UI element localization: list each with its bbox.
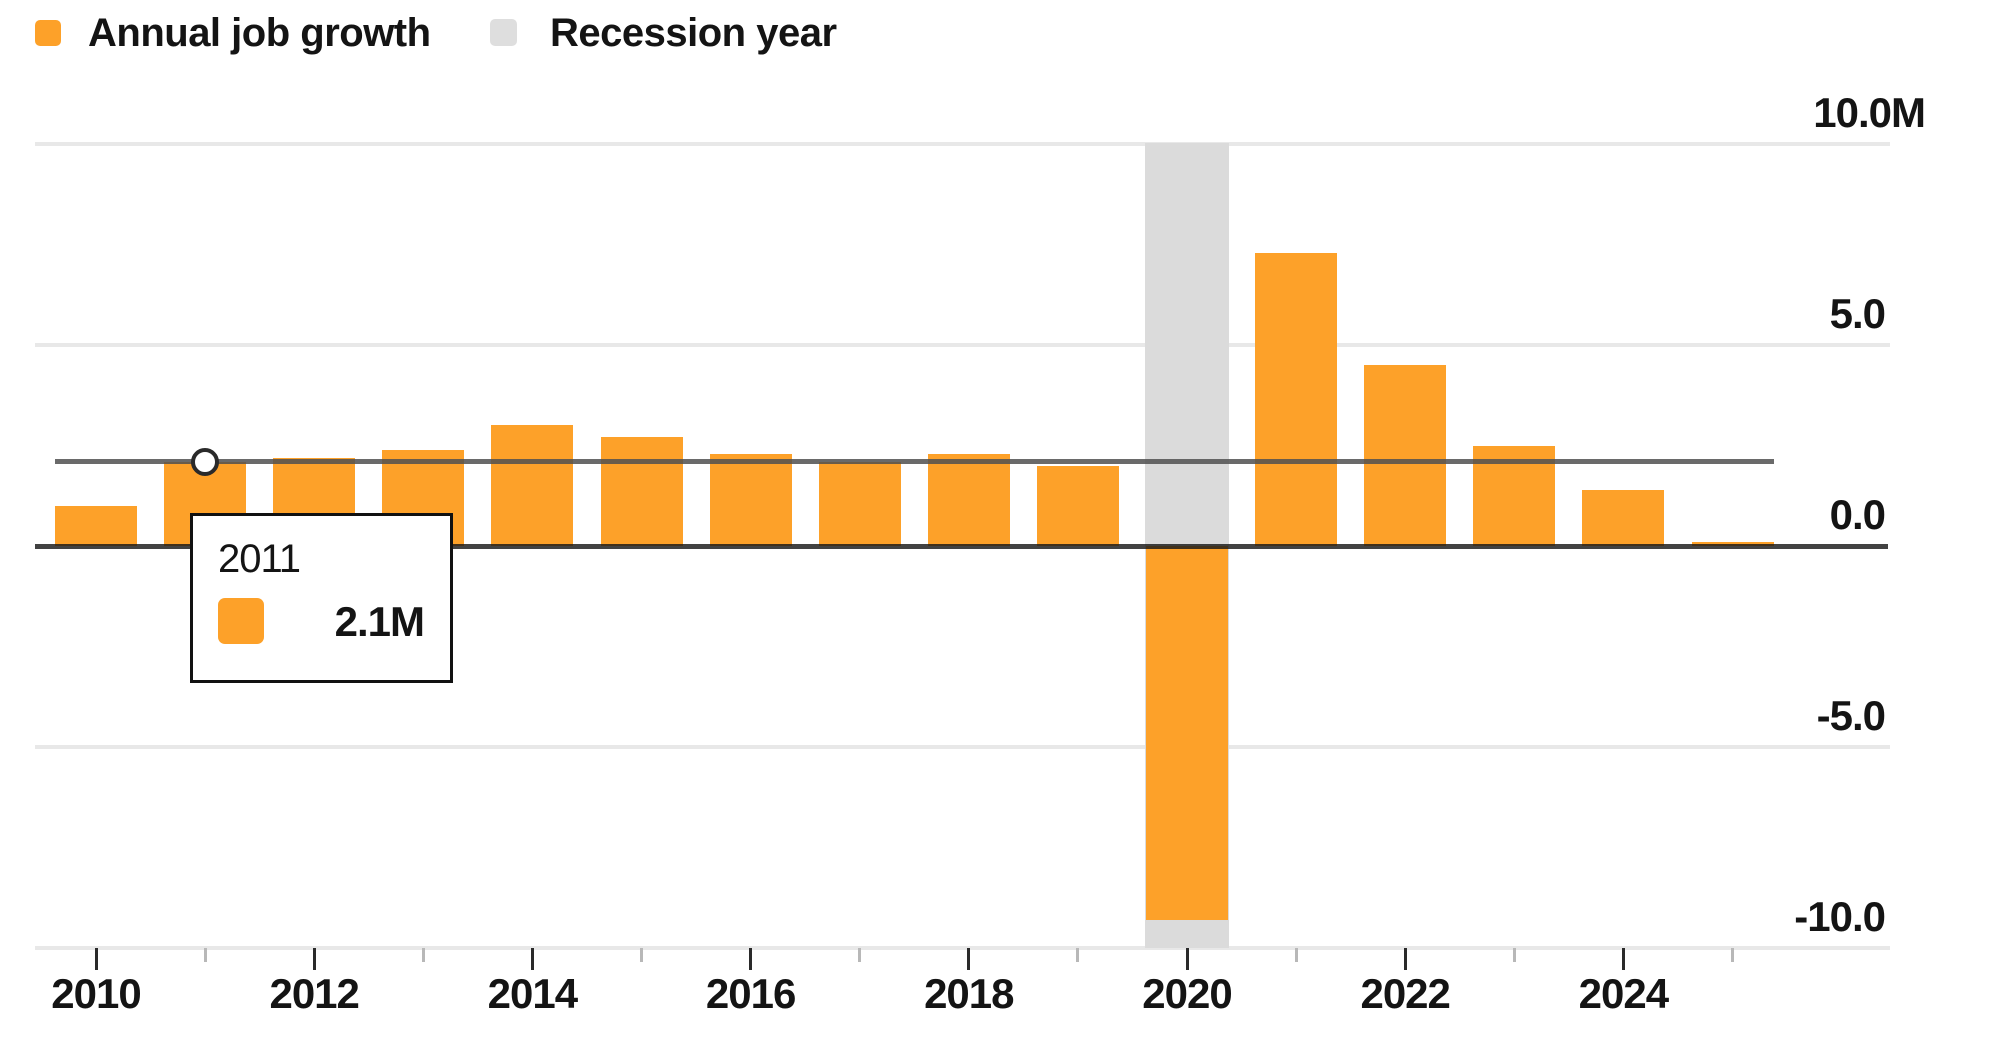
x-tick-2018 [967,948,971,970]
bar-2015[interactable] [600,437,683,546]
x-minor-tick-2023 [1512,948,1516,962]
x-tick-2014 [530,948,534,970]
hover-tooltip: 2011 2.1M [190,513,453,683]
hover-value-line [55,459,1774,465]
zero-axis-line [35,544,1888,549]
x-tick-2010 [94,948,98,970]
y-axis-label-10.0M: 10.0M [1813,89,1926,136]
bar-2017[interactable] [818,461,901,546]
y-axis-label--10.0: -10.0 [1794,893,1886,940]
tooltip-series-row: 2.1M [218,598,425,646]
x-tick-2016 [749,948,753,970]
legend-swatch-annual-job-growth [35,20,61,46]
x-minor-tick-2011 [203,948,207,962]
x-axis-label-2020: 2020 [1142,970,1232,1017]
x-minor-tick-2025 [1731,948,1734,962]
x-axis-label-2010: 2010 [51,970,141,1017]
y-axis-label-5.0: 5.0 [1829,290,1886,337]
x-tick-2024 [1621,948,1625,970]
x-axis-label-2022: 2022 [1360,970,1450,1017]
x-axis-label-2012: 2012 [269,970,359,1017]
tooltip-value-label: 2.1M [334,598,425,645]
gridline-5.0 [35,343,1890,347]
gridline--10.0 [35,946,1890,950]
x-tick-2012 [312,948,316,970]
gridline--5.0 [35,745,1890,749]
gridline-10.0M [35,142,1890,146]
hover-point-marker [191,447,220,476]
y-axis-label-0.0: 0.0 [1829,491,1886,538]
x-minor-tick-2013 [421,948,425,962]
y-axis-label--5.0: -5.0 [1816,692,1886,739]
tooltip-series-swatch [218,598,264,644]
bar-2016[interactable] [709,453,792,546]
x-minor-tick-2017 [858,948,862,962]
x-minor-tick-2015 [640,948,643,962]
bar-2010[interactable] [55,505,137,546]
tooltip-year-label: 2011 [218,537,301,581]
x-tick-2022 [1403,948,1407,970]
bar-2024[interactable] [1582,489,1665,546]
x-axis-label-2014: 2014 [487,970,578,1017]
x-axis-label-2024: 2024 [1578,970,1669,1017]
x-minor-tick-2021 [1294,948,1298,962]
x-minor-tick-2019 [1076,948,1080,962]
bar-2022[interactable] [1364,365,1447,546]
x-axis-label-2018: 2018 [924,970,1014,1017]
legend-swatch-recession-year [490,19,517,46]
legend-label-annual-job-growth: Annual job growth [88,11,431,55]
bar-2014[interactable] [491,425,574,546]
bar-2019[interactable] [1036,465,1119,546]
bar-2021[interactable] [1255,252,1338,546]
x-axis-label-2016: 2016 [705,970,796,1017]
bar-2018[interactable] [927,453,1010,546]
x-tick-2020 [1185,948,1189,970]
legend-label-recession-year: Recession year [550,11,837,55]
bar-2020[interactable] [1146,546,1228,920]
bar-2025[interactable] [1691,541,1774,546]
